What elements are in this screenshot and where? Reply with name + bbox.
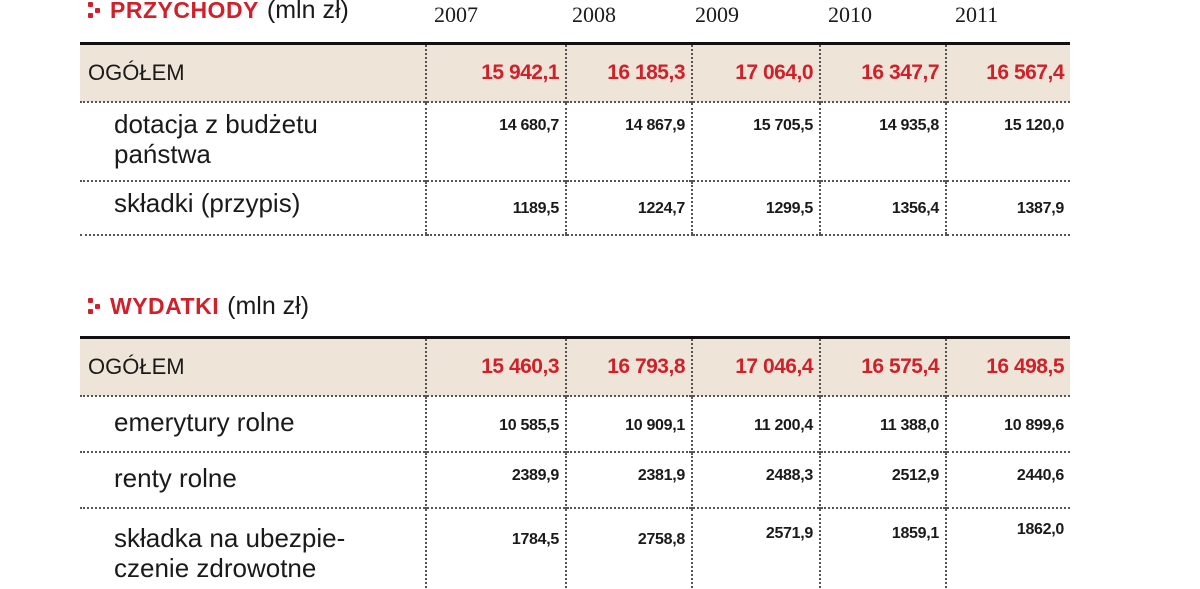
value-cell: 2571,9 bbox=[691, 507, 820, 588]
value-cell: 16 498,5 bbox=[945, 336, 1070, 396]
row-label: składki (przypis) bbox=[80, 180, 426, 236]
value-cell: 1299,5 bbox=[691, 180, 820, 236]
value-cell: 1356,4 bbox=[819, 180, 946, 236]
value-cell: 2758,8 bbox=[565, 507, 692, 588]
year-header-row: 2007 2008 2009 2010 2011 bbox=[0, 2, 1200, 32]
year-2011: 2011 bbox=[955, 2, 999, 27]
expenses-table: OGÓŁEM 15 460,3 16 793,8 17 046,4 16 575… bbox=[80, 336, 1070, 588]
row-label: emerytury rolne bbox=[80, 395, 426, 452]
bullet-dots-icon bbox=[84, 292, 102, 314]
value-cell: 14 680,7 bbox=[425, 101, 566, 181]
value-cell: 16 185,3 bbox=[565, 42, 692, 102]
revenue-unit: (mln zł) bbox=[266, 0, 349, 24]
value-cell: 15 942,1 bbox=[425, 42, 566, 102]
value-cell: 17 064,0 bbox=[691, 42, 820, 102]
value-cell: 11 200,4 bbox=[691, 395, 820, 452]
value-cell: 2381,9 bbox=[565, 451, 692, 508]
value-cell: 15 460,3 bbox=[425, 336, 566, 396]
value-cell: 2440,6 bbox=[945, 451, 1070, 508]
value-cell: 1189,5 bbox=[425, 180, 566, 236]
value-cell: 14 867,9 bbox=[565, 101, 692, 181]
value-cell: 16 347,7 bbox=[819, 42, 946, 102]
value-cell: 16 793,8 bbox=[565, 336, 692, 396]
value-cell: 15 705,5 bbox=[691, 101, 820, 181]
table-row: renty rolne 2389,9 2381,9 2488,3 2512,9 … bbox=[80, 451, 1070, 508]
expenses-section-title: WYDATKI (mln zł) bbox=[84, 292, 309, 321]
value-cell: 10 909,1 bbox=[565, 395, 692, 452]
year-2007: 2007 bbox=[434, 2, 478, 27]
value-cell: 11 388,0 bbox=[819, 395, 946, 452]
value-cell: 1784,5 bbox=[425, 507, 566, 588]
row-label: OGÓŁEM bbox=[80, 42, 426, 102]
value-cell: 16 575,4 bbox=[819, 336, 946, 396]
table-row: emerytury rolne 10 585,5 10 909,1 11 200… bbox=[80, 395, 1070, 452]
row-label: renty rolne bbox=[80, 451, 426, 508]
row-label: składka na ubezpie-czenie zdrowotne bbox=[80, 507, 426, 588]
table-row: składki (przypis) 1189,5 1224,7 1299,5 1… bbox=[80, 180, 1070, 236]
value-cell: 15 120,0 bbox=[945, 101, 1070, 181]
revenue-total-row: OGÓŁEM 15 942,1 16 185,3 17 064,0 16 347… bbox=[80, 42, 1070, 102]
value-cell: 10 899,6 bbox=[945, 395, 1070, 452]
year-2008: 2008 bbox=[572, 2, 616, 27]
value-cell: 16 567,4 bbox=[945, 42, 1070, 102]
value-cell: 2389,9 bbox=[425, 451, 566, 508]
value-cell: 2488,3 bbox=[691, 451, 820, 508]
row-label: OGÓŁEM bbox=[80, 336, 426, 396]
year-2010: 2010 bbox=[828, 2, 872, 27]
expenses-title: WYDATKI bbox=[110, 293, 220, 319]
value-cell: 10 585,5 bbox=[425, 395, 566, 452]
value-cell: 17 046,4 bbox=[691, 336, 820, 396]
table-row: składka na ubezpie-czenie zdrowotne 1784… bbox=[80, 507, 1070, 588]
revenue-title: PRZYCHODY bbox=[110, 0, 259, 23]
bullet-dots-icon bbox=[84, 0, 102, 18]
value-cell: 2512,9 bbox=[819, 451, 946, 508]
value-cell: 1862,0 bbox=[945, 507, 1070, 588]
row-label: dotacja z budżetu państwa bbox=[80, 101, 426, 181]
value-cell: 1224,7 bbox=[565, 180, 692, 236]
year-2009: 2009 bbox=[695, 2, 739, 27]
expenses-unit: (mln zł) bbox=[227, 292, 310, 320]
table-row: dotacja z budżetu państwa 14 680,7 14 867… bbox=[80, 101, 1070, 181]
expenses-total-row: OGÓŁEM 15 460,3 16 793,8 17 046,4 16 575… bbox=[80, 336, 1070, 396]
value-cell: 14 935,8 bbox=[819, 101, 946, 181]
revenue-section-title: PRZYCHODY (mln zł) bbox=[84, 0, 349, 25]
revenue-table: OGÓŁEM 15 942,1 16 185,3 17 064,0 16 347… bbox=[80, 42, 1070, 236]
value-cell: 1859,1 bbox=[819, 507, 946, 588]
value-cell: 1387,9 bbox=[945, 180, 1070, 236]
